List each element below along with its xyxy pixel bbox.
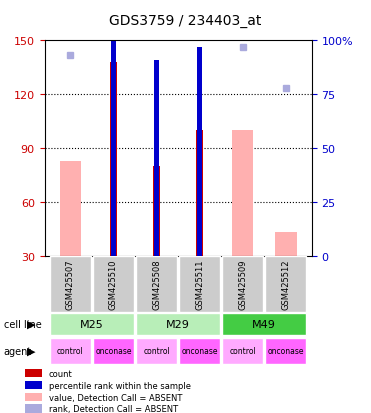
Text: cell line: cell line [4, 319, 42, 329]
FancyBboxPatch shape [50, 313, 134, 335]
Text: GSM425508: GSM425508 [152, 259, 161, 309]
FancyBboxPatch shape [93, 338, 134, 364]
FancyBboxPatch shape [222, 313, 306, 335]
FancyBboxPatch shape [50, 338, 91, 364]
Text: value, Detection Call = ABSENT: value, Detection Call = ABSENT [49, 393, 182, 401]
Bar [196, 131, 204, 256]
Text: onconase: onconase [95, 347, 132, 356]
Bar [275, 233, 296, 256]
FancyBboxPatch shape [265, 256, 306, 312]
FancyBboxPatch shape [136, 313, 220, 335]
Text: percentile rank within the sample: percentile rank within the sample [49, 381, 191, 390]
Text: rank, Detection Call = ABSENT: rank, Detection Call = ABSENT [49, 404, 178, 413]
Text: agent: agent [4, 346, 32, 356]
FancyBboxPatch shape [265, 338, 306, 364]
Text: GSM425507: GSM425507 [66, 259, 75, 309]
Text: M25: M25 [80, 319, 104, 329]
Text: GDS3759 / 234403_at: GDS3759 / 234403_at [109, 14, 262, 28]
FancyBboxPatch shape [93, 256, 134, 312]
Text: count: count [49, 369, 72, 378]
Text: ▶: ▶ [27, 346, 35, 356]
Bar [60, 161, 81, 256]
Text: GSM425511: GSM425511 [195, 259, 204, 309]
Text: M49: M49 [252, 319, 276, 329]
Bar [25, 369, 42, 377]
Text: control: control [229, 347, 256, 356]
Bar [232, 131, 253, 256]
Text: M29: M29 [166, 319, 190, 329]
Bar [111, 41, 116, 256]
Bar [25, 404, 42, 413]
Text: onconase: onconase [181, 347, 218, 356]
Bar [154, 61, 159, 256]
FancyBboxPatch shape [222, 338, 263, 364]
FancyBboxPatch shape [222, 256, 263, 312]
FancyBboxPatch shape [179, 256, 220, 312]
Text: GSM425509: GSM425509 [238, 259, 247, 309]
Text: control: control [143, 347, 170, 356]
Text: control: control [57, 347, 84, 356]
Bar [25, 392, 42, 401]
Bar [152, 166, 160, 256]
FancyBboxPatch shape [136, 256, 177, 312]
Text: ▶: ▶ [27, 319, 35, 329]
FancyBboxPatch shape [136, 338, 177, 364]
Text: onconase: onconase [267, 347, 304, 356]
Bar [197, 48, 202, 256]
Bar [25, 381, 42, 389]
FancyBboxPatch shape [179, 338, 220, 364]
Text: GSM425512: GSM425512 [281, 259, 290, 309]
Text: GSM425510: GSM425510 [109, 259, 118, 309]
FancyBboxPatch shape [50, 256, 91, 312]
Bar [109, 63, 117, 256]
